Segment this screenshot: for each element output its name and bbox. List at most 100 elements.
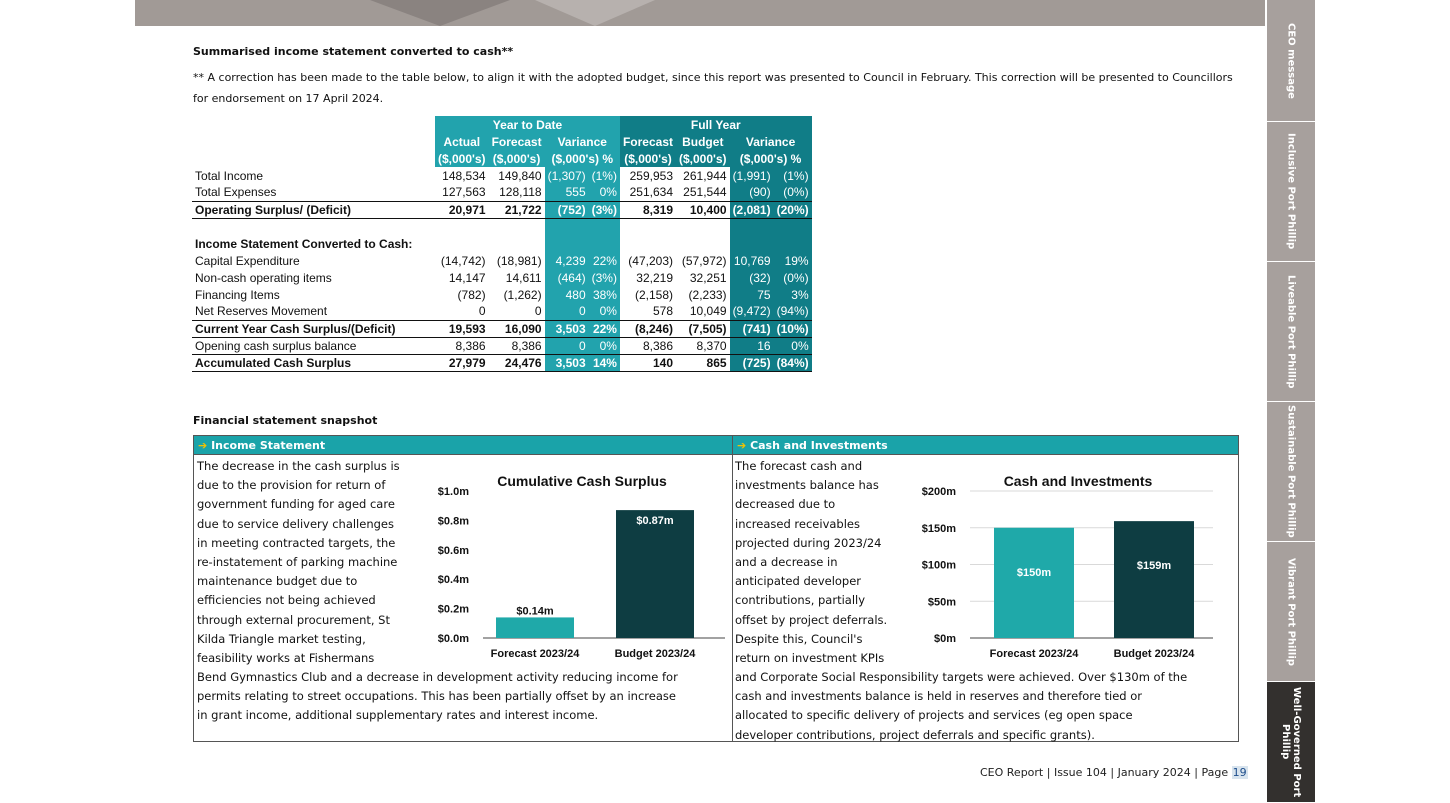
cash-investments-text-b: and Corporate Social Responsibility targ… [735,668,1240,745]
table-cell: 8,319 [619,200,676,219]
chart-title: Cash and Investments [1004,473,1153,489]
table-cell: 148,534 [442,168,486,183]
table-row: Financing Items (782) (1,262) 480 38% (2,158)… [192,286,812,303]
column-unit: ($,000's) [619,150,676,167]
table-cell: (1,991) [729,167,774,184]
column-header: Variance [729,133,812,150]
tab-label: Sustainable Port Phillip [1285,405,1297,538]
x-tick-label: Budget 2023/24 [615,648,697,660]
row-label: Accumulated Cash Surplus [192,354,435,372]
y-tick-label: $100m [922,560,956,572]
cash-investments-header: ➔ Cash and Investments [733,436,1238,455]
row-label: Capital Expenditure [195,253,300,268]
text-line: projected during 2023/24 [735,535,882,550]
table-cell: 3,503 [544,319,589,338]
tab-inclusive[interactable]: Inclusive Port Phillip [1267,122,1315,262]
arrow-icon: ➔ [737,439,747,452]
table-cell: (94%) [773,303,812,320]
table-cell: 16 [729,337,774,355]
table-cell: 865 [676,354,730,372]
table-cell: (7,505) [676,319,730,338]
table-cell: (725) [729,354,774,372]
tab-sustainable[interactable]: Sustainable Port Phillip [1267,402,1315,542]
table-cell: 259,953 [629,168,673,183]
income-statement-text-b: Bend Gymnastics Club and a decrease in d… [197,668,732,726]
y-tick-label: $200m [922,486,956,498]
text-line: increased receivables [735,516,860,531]
table-cell: 0% [588,184,620,201]
y-tick-label: $1.0m [438,486,469,498]
header-decoration [535,0,655,26]
header-decoration [370,0,510,26]
text-line: developer contributions, project deferra… [735,727,1095,742]
text-line: maintenance budget due to [197,574,358,589]
table-cell: 4,239 [544,252,589,269]
table-cell: (32) [729,269,774,286]
table-cell: 578 [652,304,673,319]
table-cell: 14,147 [448,270,486,285]
text-line: cash and investments balance is held in … [735,689,1142,704]
header-year-to-date: Year to Date [435,116,620,133]
text-line: in grant income, additional supplementar… [197,708,599,723]
text-line: return on investment KPIs [735,651,885,666]
cash-investments-text-a: The forecast cash and investments balance… [735,457,915,668]
table-cell: 14% [588,354,620,372]
tab-ceo-message[interactable]: CEO message [1267,0,1315,122]
y-tick-label: $0.0m [438,633,469,645]
y-tick-label: $50m [928,596,956,608]
tab-vibrant[interactable]: Vibrant Port Phillip [1267,542,1315,682]
x-tick-label: Budget 2023/24 [1114,648,1196,660]
table-cell: (1%) [588,167,620,184]
table-row: Total Expenses 127,563 128,118 555 0% 251,634… [192,184,812,201]
row-label: Total Income [195,168,264,183]
table-cell: (1,262) [503,287,542,302]
cumulative-cash-surplus-chart: Cumulative Cash Surplus $0.0m $0.2m $0.4m $0… [425,466,730,671]
tab-liveable[interactable]: Liveable Port Phillip [1267,262,1315,402]
table-cell: 8,386 [435,337,489,355]
table-cell: 16,090 [488,319,545,338]
y-tick-label: $0.6m [438,545,469,557]
text-line: Despite this, Council's [735,631,863,646]
table-cell: 0% [588,337,620,355]
table-cell: 3,503 [544,354,589,372]
table-cell: (741) [729,319,774,338]
table-cell: 19,593 [435,319,489,338]
bar [1114,521,1194,638]
tab-label: Vibrant Port Phillip [1285,557,1297,666]
text-line: feasibility works at Fishermans [197,651,375,666]
table-cell: 480 [544,286,589,303]
table-cell: 3% [773,286,812,303]
table-cell: 8,386 [619,337,676,355]
column-header: Forecast [488,133,545,150]
cumulative-cash-surplus-svg: Cumulative Cash Surplus $0.0m $0.2m $0.4m $0… [438,473,725,660]
table-row: Accumulated Cash Surplus 27,979 24,476 3,50… [192,354,812,372]
table-cell: (3%) [588,269,620,286]
table-cell: 32,219 [636,270,673,285]
table-cell: (8,246) [619,319,676,338]
y-tick-label: $0.8m [438,515,469,527]
table-cell: (9,472) [729,303,774,320]
table-cell: 555 [544,184,589,201]
text-line: The decrease in the cash surplus is [197,459,400,473]
cash-investments-svg: Cash and Investments $0m $50m $100m $150m $20… [922,473,1213,660]
table-row: Non-cash operating items 14,147 14,611 (464… [192,269,812,286]
arrow-icon: ➔ [198,439,208,452]
table-cell: 10,769 [729,252,774,269]
section-label: Income Statement Converted to Cash: [195,236,413,251]
table-cell: (47,203) [628,253,673,268]
tab-label: Liveable Port Phillip [1285,274,1297,389]
table-cell: (0%) [773,269,812,286]
column-header: Actual [435,133,489,150]
text-line: through external procurement, St [197,612,390,627]
header-band [135,0,1265,26]
table-section-row: Income Statement Converted to Cash: [192,235,812,252]
table-cell: 8,370 [676,337,730,355]
table-cell: (3%) [588,200,620,219]
table-cell: 0 [534,304,542,319]
table-cell: 127,563 [442,185,486,200]
table-row: Net Reserves Movement 0 0 0 0% 578 10,049 (9,47… [192,303,812,320]
tab-well-governed[interactable]: Well-Governed Port Phillip [1267,682,1315,803]
table-cell: 38% [588,286,620,303]
y-tick-label: $0.4m [438,574,469,586]
column-unit: ($,000's) % [544,150,620,167]
